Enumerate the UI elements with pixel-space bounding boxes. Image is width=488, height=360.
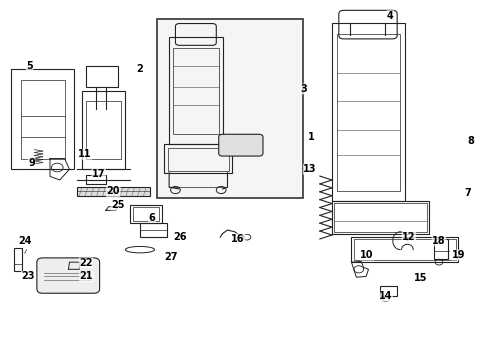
Bar: [11, 69, 74, 169]
Text: 13: 13: [303, 164, 316, 174]
Bar: [351, 237, 458, 262]
Text: 4: 4: [386, 11, 393, 21]
Bar: [169, 37, 222, 144]
Bar: [379, 286, 396, 296]
Bar: [353, 239, 455, 260]
Text: 18: 18: [431, 236, 445, 246]
Text: 15: 15: [413, 273, 427, 283]
Bar: [140, 223, 166, 237]
Bar: [77, 187, 149, 196]
Bar: [130, 205, 162, 223]
Text: 26: 26: [173, 232, 187, 242]
Text: 6: 6: [148, 212, 155, 222]
Text: 14: 14: [378, 291, 391, 301]
Bar: [167, 148, 228, 171]
Text: 21: 21: [80, 271, 93, 282]
Text: 10: 10: [360, 250, 373, 260]
Bar: [132, 207, 159, 221]
Text: 8: 8: [466, 136, 473, 146]
Text: 22: 22: [79, 258, 93, 268]
Text: 9: 9: [28, 158, 35, 168]
Bar: [157, 19, 302, 198]
Bar: [86, 175, 106, 184]
Bar: [164, 144, 232, 173]
Text: 20: 20: [106, 186, 120, 197]
Text: 24: 24: [18, 236, 31, 246]
Text: 17: 17: [92, 169, 105, 179]
Text: 1: 1: [307, 132, 314, 142]
Bar: [86, 102, 120, 158]
Text: 2: 2: [136, 64, 143, 74]
Text: 5: 5: [26, 61, 33, 71]
Bar: [334, 203, 426, 232]
Text: 3: 3: [300, 84, 306, 94]
FancyBboxPatch shape: [218, 134, 263, 156]
Bar: [81, 91, 125, 169]
Text: 25: 25: [111, 200, 124, 210]
Bar: [21, 80, 64, 158]
Text: 11: 11: [78, 149, 92, 159]
Bar: [172, 48, 219, 134]
FancyBboxPatch shape: [37, 258, 100, 293]
Text: 16: 16: [231, 234, 244, 244]
Text: 7: 7: [464, 188, 470, 198]
Bar: [14, 248, 22, 271]
Text: 12: 12: [401, 232, 415, 242]
Bar: [331, 202, 428, 234]
Text: 19: 19: [451, 250, 464, 260]
Text: 23: 23: [21, 271, 35, 282]
Bar: [336, 33, 399, 191]
Text: 27: 27: [163, 252, 177, 262]
Bar: [433, 239, 447, 258]
Bar: [331, 23, 404, 202]
Bar: [86, 66, 118, 87]
